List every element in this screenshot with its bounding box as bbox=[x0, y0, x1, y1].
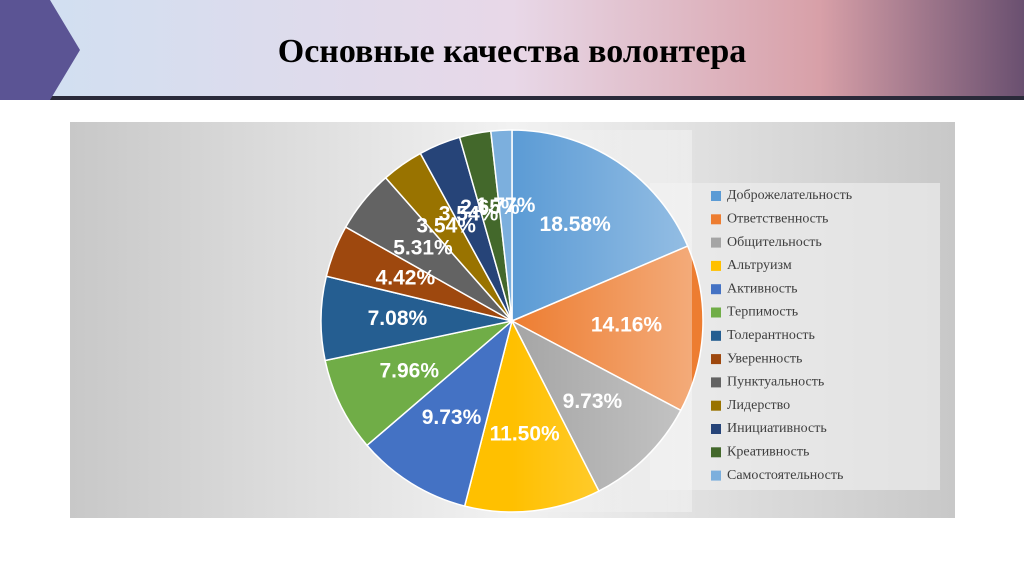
data-label: 3.54% bbox=[416, 215, 476, 238]
legend-label: Креативность bbox=[727, 445, 809, 460]
legend-label: Самостоятельность bbox=[727, 468, 843, 483]
data-label: 5.31% bbox=[393, 236, 453, 259]
data-label: 1.77% bbox=[476, 194, 536, 217]
legend-label: Лидерство bbox=[727, 398, 790, 413]
data-label: 2.65% bbox=[460, 196, 520, 219]
data-label: 7.08% bbox=[368, 307, 428, 330]
legend-label: Толерантность bbox=[727, 328, 815, 343]
legend-swatch bbox=[711, 424, 721, 434]
legend-label: Активность bbox=[727, 281, 798, 296]
legend-swatch bbox=[711, 260, 721, 271]
pie-slice bbox=[365, 318, 514, 507]
data-label: 18.58% bbox=[540, 213, 612, 236]
legend-label: Ответственность bbox=[727, 212, 828, 227]
legend-swatch bbox=[711, 307, 721, 318]
legend: Доброжелательность Ответственность Общител… bbox=[711, 188, 852, 483]
legend-swatch bbox=[711, 237, 721, 248]
legend-label: Уверенность bbox=[727, 351, 802, 366]
legend-label: Доброжелательность bbox=[727, 188, 852, 203]
legend-swatch bbox=[711, 400, 721, 411]
data-label: 3.54% bbox=[439, 203, 499, 226]
horizon bbox=[40, 96, 1024, 100]
chevron bbox=[0, 0, 80, 100]
data-label: 11.50% bbox=[490, 422, 560, 445]
legend-swatch bbox=[711, 330, 721, 341]
data-label: 14.16% bbox=[591, 313, 663, 336]
legend-label: Терпимость bbox=[727, 305, 798, 320]
data-labels: 18.58%14.16%9.73%11.50%9.73%7.96%7.08%4.… bbox=[368, 194, 663, 445]
legend-swatch bbox=[711, 191, 721, 201]
legend-label: Инициативность bbox=[727, 421, 827, 436]
pie-slice bbox=[489, 129, 513, 322]
legend-swatch bbox=[711, 284, 721, 295]
legend-label: Альтруизм bbox=[727, 258, 792, 273]
header-band bbox=[0, 0, 1024, 100]
legend-label: Общительность bbox=[727, 235, 822, 250]
legend-swatch bbox=[711, 377, 721, 388]
slide-title: Основные качества волонтера bbox=[278, 33, 746, 70]
legend-swatch bbox=[711, 470, 721, 481]
data-label: 4.42% bbox=[376, 267, 436, 290]
legend-swatch bbox=[711, 214, 721, 225]
data-label: 9.73% bbox=[422, 406, 482, 429]
legend-swatch bbox=[711, 354, 721, 365]
legend-label: Пунктуальность bbox=[727, 375, 824, 390]
data-label: 9.73% bbox=[563, 390, 623, 413]
legend-swatch bbox=[711, 447, 721, 458]
data-label: 7.96% bbox=[379, 359, 439, 382]
pie-slice bbox=[324, 320, 513, 447]
